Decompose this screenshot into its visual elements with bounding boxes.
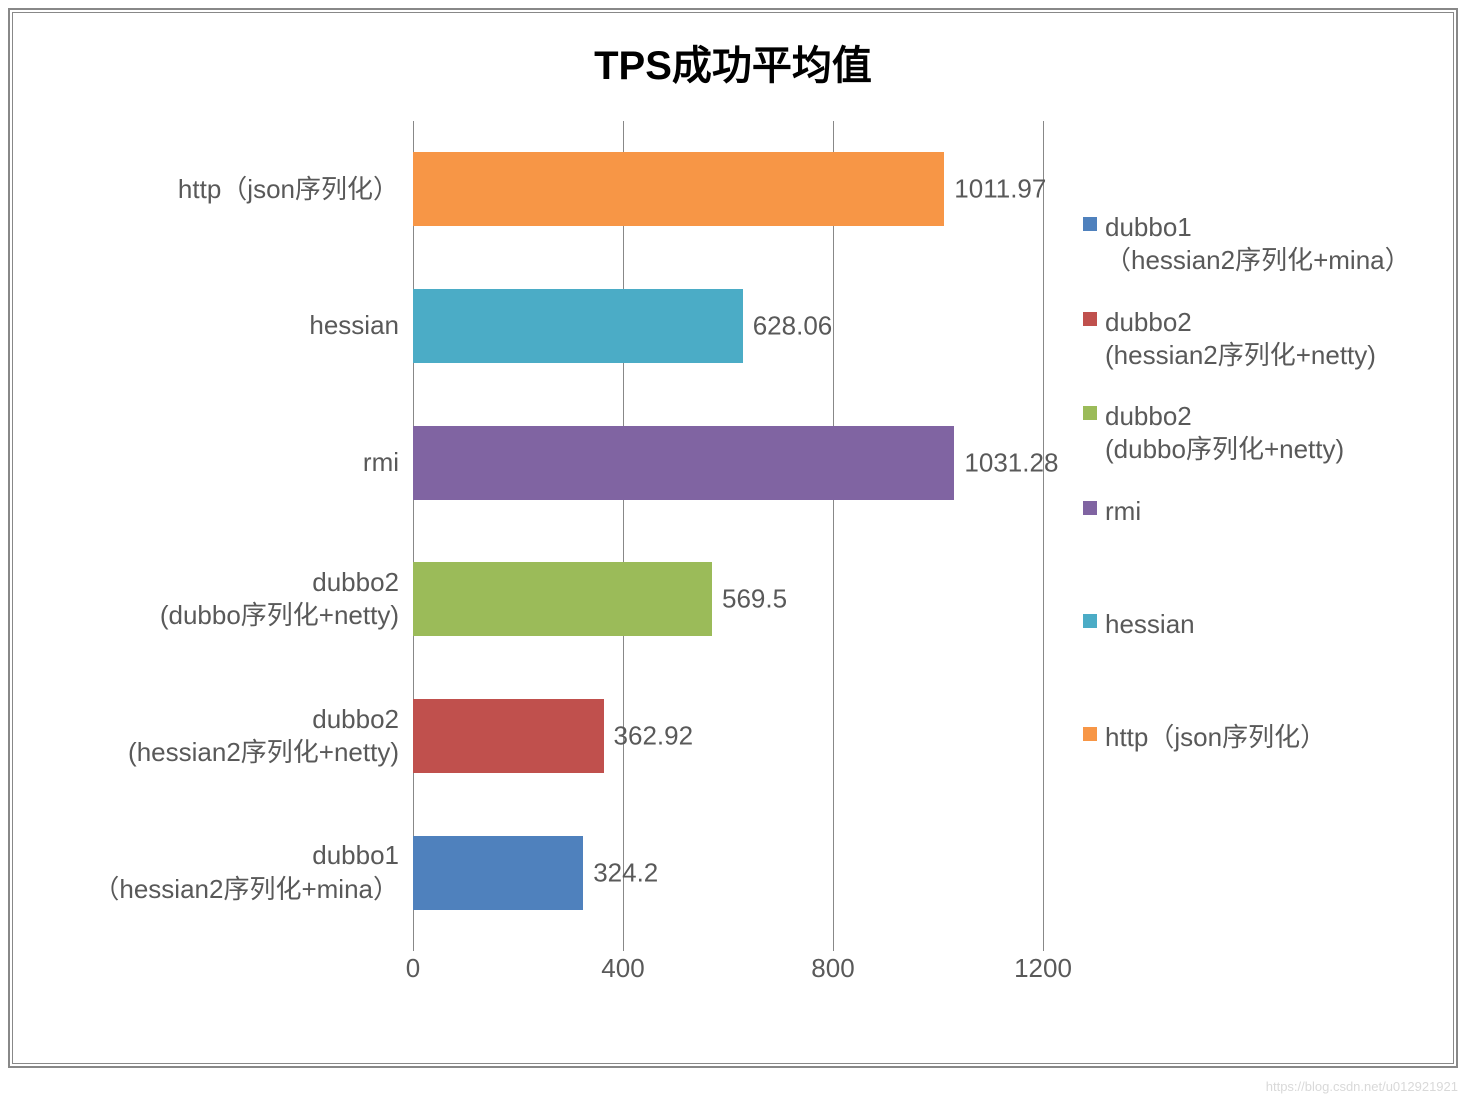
legend-item-rmi: rmi: [1083, 495, 1433, 528]
legend-item-dubbo1_hess: dubbo1 （hessian2序列化+mina）: [1083, 211, 1433, 278]
x-tick-mark: [833, 941, 834, 951]
bar-value-label: 1031.28: [964, 447, 1058, 478]
category-label: dubbo2 (hessian2序列化+netty): [13, 703, 413, 770]
chart-title: TPS成功平均值: [13, 13, 1453, 101]
legend: dubbo1 （hessian2序列化+mina） dubbo2 (hessian…: [1053, 101, 1453, 1063]
chart-inner: TPS成功平均值 http（json序列化）1011.97hessian628.…: [12, 12, 1454, 1064]
category-label: http（json序列化）: [13, 173, 413, 206]
x-axis-spacer: [13, 941, 413, 1001]
legend-item-hessian: hessian: [1083, 608, 1433, 641]
x-tick-label: 1200: [1014, 953, 1072, 984]
bar-value-label: 362.92: [614, 720, 694, 751]
legend-label: dubbo2 (dubbo序列化+netty): [1105, 400, 1344, 467]
legend-label: rmi: [1105, 495, 1141, 528]
plot-area: http（json序列化）1011.97hessian628.06rmi1031…: [13, 121, 1053, 941]
bar-row-dubbo2_hess: dubbo2 (hessian2序列化+netty)362.92: [13, 668, 1053, 805]
x-tick-mark: [623, 941, 624, 951]
legend-label: dubbo1 （hessian2序列化+mina）: [1105, 211, 1411, 278]
legend-label: http（json序列化）: [1105, 721, 1326, 754]
bar-value-label: 569.5: [722, 584, 787, 615]
legend-swatch: [1083, 406, 1097, 420]
legend-item-dubbo2_dubbo: dubbo2 (dubbo序列化+netty): [1083, 400, 1433, 467]
bar-dubbo2_dubbo: 569.5: [413, 562, 712, 636]
bar-dubbo1_hess: 324.2: [413, 836, 583, 910]
legend-swatch: [1083, 312, 1097, 326]
x-axis-ticks: 04008001200: [413, 941, 1043, 1001]
legend-label: dubbo2 (hessian2序列化+netty): [1105, 306, 1376, 373]
bar-value-label: 324.2: [593, 857, 658, 888]
bar-value-label: 628.06: [753, 310, 833, 341]
bar-row-dubbo2_dubbo: dubbo2 (dubbo序列化+netty)569.5: [13, 531, 1053, 668]
x-tick-label: 800: [811, 953, 854, 984]
legend-swatch: [1083, 501, 1097, 515]
category-label: rmi: [13, 446, 413, 479]
x-tick-mark: [1043, 941, 1044, 951]
category-label: hessian: [13, 309, 413, 342]
legend-label: hessian: [1105, 608, 1195, 641]
legend-swatch: [1083, 614, 1097, 628]
x-tick-mark: [413, 941, 414, 951]
bar-row-http_json: http（json序列化）1011.97: [13, 121, 1053, 258]
bar-value-label: 1011.97: [954, 174, 1046, 205]
watermark-text: https://blog.csdn.net/u012921921: [1266, 1079, 1458, 1094]
legend-swatch: [1083, 217, 1097, 231]
legend-item-dubbo2_hess: dubbo2 (hessian2序列化+netty): [1083, 306, 1433, 373]
category-label: dubbo1 （hessian2序列化+mina）: [13, 839, 413, 906]
bar-track: 1011.97: [413, 121, 1043, 258]
bar-row-hessian: hessian628.06: [13, 258, 1053, 395]
category-label: dubbo2 (dubbo序列化+netty): [13, 566, 413, 633]
bar-track: 628.06: [413, 258, 1043, 395]
bar-hessian: 628.06: [413, 289, 743, 363]
x-axis: 04008001200: [13, 941, 1053, 1001]
plot-column: http（json序列化）1011.97hessian628.06rmi1031…: [13, 101, 1053, 1063]
chart-body: http（json序列化）1011.97hessian628.06rmi1031…: [13, 101, 1453, 1063]
bar-track: 324.2: [413, 804, 1043, 941]
bar-row-dubbo1_hess: dubbo1 （hessian2序列化+mina）324.2: [13, 804, 1053, 941]
bar-rmi: 1031.28: [413, 426, 954, 500]
bar-http_json: 1011.97: [413, 152, 944, 226]
legend-swatch: [1083, 727, 1097, 741]
chart-container: TPS成功平均值 http（json序列化）1011.97hessian628.…: [8, 8, 1458, 1068]
bar-track: 362.92: [413, 668, 1043, 805]
bar-track: 1031.28: [413, 394, 1043, 531]
legend-item-http_json: http（json序列化）: [1083, 721, 1433, 754]
bar-track: 569.5: [413, 531, 1043, 668]
x-tick-label: 400: [601, 953, 644, 984]
x-tick-label: 0: [406, 953, 420, 984]
bar-row-rmi: rmi1031.28: [13, 394, 1053, 531]
bar-dubbo2_hess: 362.92: [413, 699, 604, 773]
